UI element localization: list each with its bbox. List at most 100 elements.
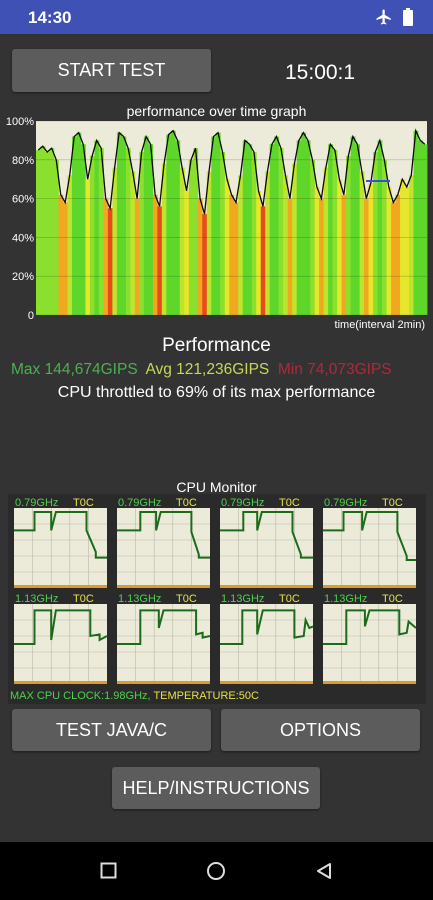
performance-bar xyxy=(211,136,217,315)
performance-bar xyxy=(139,152,145,315)
min-gips: Min 74,073GIPS xyxy=(277,361,392,378)
recents-icon[interactable] xyxy=(100,862,117,884)
cpu-core-frequency: 0.79GHz xyxy=(221,497,264,509)
performance-bar xyxy=(229,194,235,315)
options-label: OPTIONS xyxy=(279,719,361,740)
performance-bar xyxy=(364,198,369,315)
performance-bar xyxy=(287,198,293,315)
cpu-core-temperature: T0C xyxy=(73,593,94,605)
performance-bar xyxy=(188,159,194,315)
performance-bar xyxy=(53,159,59,315)
performance-bar xyxy=(332,150,338,315)
performance-bar xyxy=(422,144,428,315)
performance-bar xyxy=(314,186,320,315)
performance-bar xyxy=(377,140,383,315)
cpu-temperature: TEMPERATURE:50C xyxy=(151,690,259,702)
performance-bar xyxy=(373,152,378,315)
performance-bar xyxy=(404,186,410,315)
performance-bar xyxy=(166,134,172,315)
cpu-core-graph: 1.13GHz T0C xyxy=(117,593,211,684)
performance-bar xyxy=(251,152,257,315)
performance-bar xyxy=(355,144,360,315)
cpu-core-frequency: 1.13GHz xyxy=(15,593,58,605)
performance-bar xyxy=(233,202,239,315)
performance-bar xyxy=(125,148,131,315)
cpu-core-temperature: T0C xyxy=(279,497,300,509)
cpu-core-graph: 0.79GHz T0C xyxy=(117,497,210,588)
performance-bar xyxy=(103,198,109,315)
performance-bar xyxy=(215,132,221,315)
start-test-button[interactable]: START TEST xyxy=(12,49,211,92)
cpu-core-temperature: T0C xyxy=(176,593,197,605)
performance-bar xyxy=(409,175,414,315)
cpu-monitor: 0.79GHz T0C 0.79GHz T0C 0.79GHz T0C 0.79GHz T0C… xyxy=(8,494,426,704)
avg-gips: Avg 121,236GIPS xyxy=(145,361,270,378)
performance-bar xyxy=(85,179,91,315)
help-instructions-label: HELP/INSTRUCTIONS xyxy=(122,777,310,798)
performance-bar xyxy=(67,175,73,315)
y-tick-label: 20% xyxy=(12,271,34,283)
cpu-core-graph: 0.79GHz T0C xyxy=(14,497,107,588)
status-bar: 14:30 xyxy=(0,0,433,34)
performance-bar xyxy=(391,202,396,315)
performance-bar xyxy=(220,152,226,315)
performance-bar xyxy=(346,155,351,315)
performance-bar xyxy=(323,167,329,315)
y-tick-label: 0 xyxy=(28,310,34,322)
performance-bar xyxy=(350,136,356,315)
performance-bar xyxy=(359,171,365,315)
cpu-core-temperature: T0C xyxy=(176,497,197,509)
home-icon[interactable] xyxy=(206,861,226,886)
help-instructions-button[interactable]: HELP/INSTRUCTIONS xyxy=(112,767,320,809)
performance-bar xyxy=(175,140,181,315)
y-tick-label: 60% xyxy=(12,194,34,206)
performance-bar xyxy=(107,208,113,315)
performance-bar xyxy=(382,159,387,315)
performance-bar xyxy=(386,186,392,315)
performance-bar xyxy=(224,179,230,315)
performance-bar xyxy=(130,171,136,315)
performance-bar xyxy=(206,171,212,315)
cpu-core-frequency: 1.13GHz xyxy=(221,593,264,605)
test-java-c-label: TEST JAVA/C xyxy=(55,719,168,740)
performance-line xyxy=(37,128,426,215)
performance-bar xyxy=(170,130,176,315)
performance-bar xyxy=(76,132,82,315)
performance-bar xyxy=(247,144,253,315)
max-cpu-clock: MAX CPU CLOCK:1.98GHz, xyxy=(10,690,151,702)
performance-bar xyxy=(202,214,208,315)
performance-bar xyxy=(157,206,163,315)
cpu-core-frequency: 1.13GHz xyxy=(324,593,367,605)
performance-bar xyxy=(418,140,423,315)
cpu-core-graph: 1.13GHz T0C xyxy=(220,593,314,684)
cpu-core-temperature: T0C xyxy=(73,497,94,509)
test-java-c-button[interactable]: TEST JAVA/C xyxy=(12,709,211,751)
performance-bar xyxy=(269,144,275,315)
performance-title: Performance xyxy=(162,335,271,356)
performance-bar xyxy=(94,140,100,315)
cpu-frequency-line xyxy=(117,511,210,559)
performance-bar xyxy=(278,148,284,315)
y-tick-label: 40% xyxy=(12,232,34,244)
performance-bar xyxy=(319,198,325,315)
cpu-core-frequency: 0.79GHz xyxy=(324,497,367,509)
x-axis-label: time(interval 2min) xyxy=(335,319,425,331)
performance-bar xyxy=(179,167,185,315)
start-test-label: START TEST xyxy=(57,60,166,80)
cpu-frequency-line xyxy=(220,609,314,645)
cpu-monitor-title: CPU Monitor xyxy=(176,479,257,495)
cpu-core-temperature: T0C xyxy=(279,593,300,605)
performance-stats: Max 144,674GIPS Avg 121,236GIPS Min 74,0… xyxy=(11,361,392,379)
performance-bar xyxy=(148,144,154,315)
back-icon[interactable] xyxy=(315,862,333,885)
performance-bar xyxy=(121,136,127,315)
test-timer: 15:00:1 xyxy=(285,61,356,84)
performance-bar xyxy=(265,171,271,315)
performance-bar xyxy=(193,148,199,315)
performance-bar xyxy=(116,132,122,315)
cpu-core-temperature: T0C xyxy=(382,593,403,605)
options-button[interactable]: OPTIONS xyxy=(221,709,420,751)
performance-bar xyxy=(328,144,334,315)
performance-bar xyxy=(62,202,68,315)
performance-bar xyxy=(112,167,118,315)
